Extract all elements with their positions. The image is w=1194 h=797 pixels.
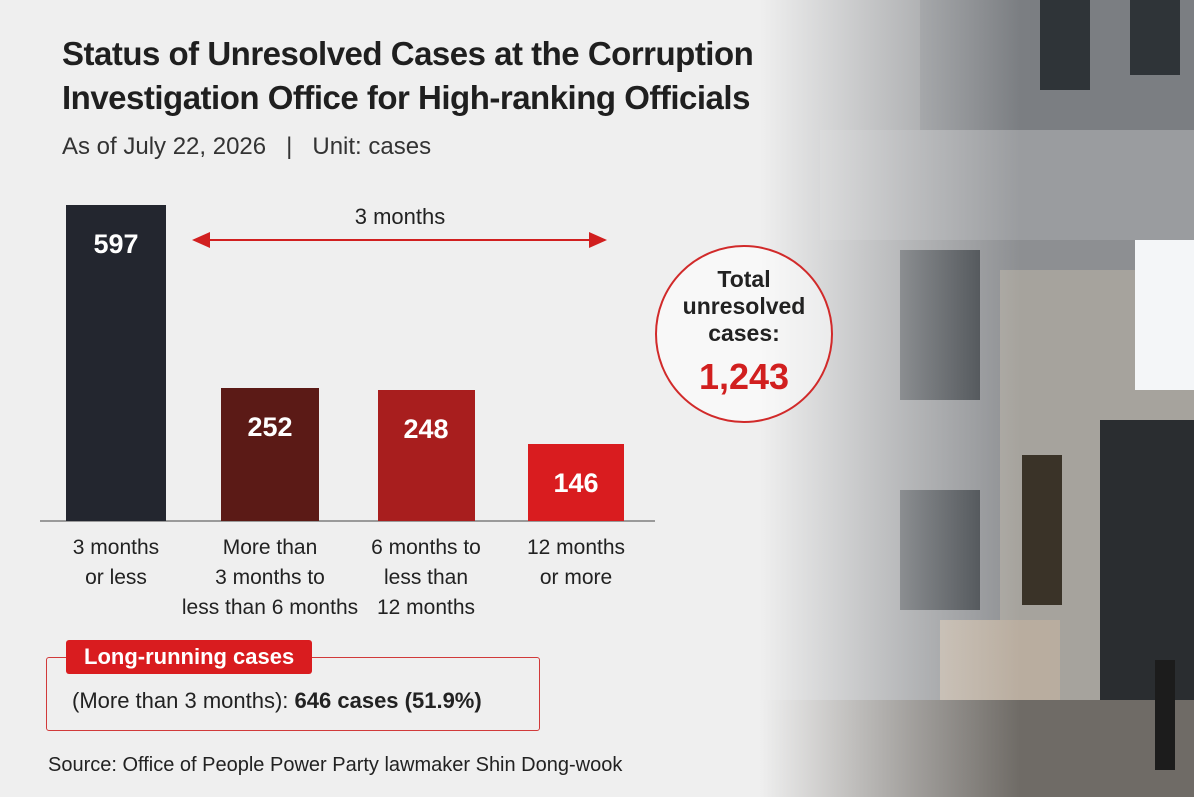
callout-note: (More than 3 months): bbox=[72, 688, 295, 713]
callout-highlight: 646 cases (51.9%) bbox=[294, 688, 482, 713]
bar bbox=[221, 387, 319, 521]
x-tick-label: 12 months or more bbox=[526, 536, 626, 589]
bar bbox=[377, 389, 475, 521]
value-label: 146 bbox=[553, 467, 599, 498]
value-label: 252 bbox=[247, 411, 293, 442]
x-tick-label: 6 months to less than 12 months bbox=[371, 536, 481, 619]
value-label: 248 bbox=[403, 413, 449, 444]
x-tick-label: 3 months or less bbox=[72, 536, 160, 589]
callout-title: Long-running cases bbox=[66, 640, 313, 674]
total-circle bbox=[655, 245, 833, 423]
bar bbox=[528, 443, 624, 521]
bar bbox=[66, 205, 166, 521]
annotation: 3 months bbox=[354, 204, 446, 229]
total-label: Total unresolved cases: bbox=[682, 266, 806, 346]
total-value: 1,243 bbox=[698, 356, 790, 397]
value-label: 597 bbox=[93, 229, 139, 259]
x-tick-label: More than 3 months to less than 6 months bbox=[181, 536, 359, 619]
source: Source: Office of People Power Party law… bbox=[48, 754, 623, 776]
chart-title: Status of Unresolved Cases at the Corrup… bbox=[62, 35, 754, 116]
building-photo bbox=[760, 0, 1194, 797]
callout-text: (More than 3 months): 646 cases (51.9%) bbox=[72, 688, 482, 714]
subtitle: As of July 22, 2026 | Unit: cases bbox=[62, 133, 432, 160]
bar-chart bbox=[40, 232, 655, 522]
